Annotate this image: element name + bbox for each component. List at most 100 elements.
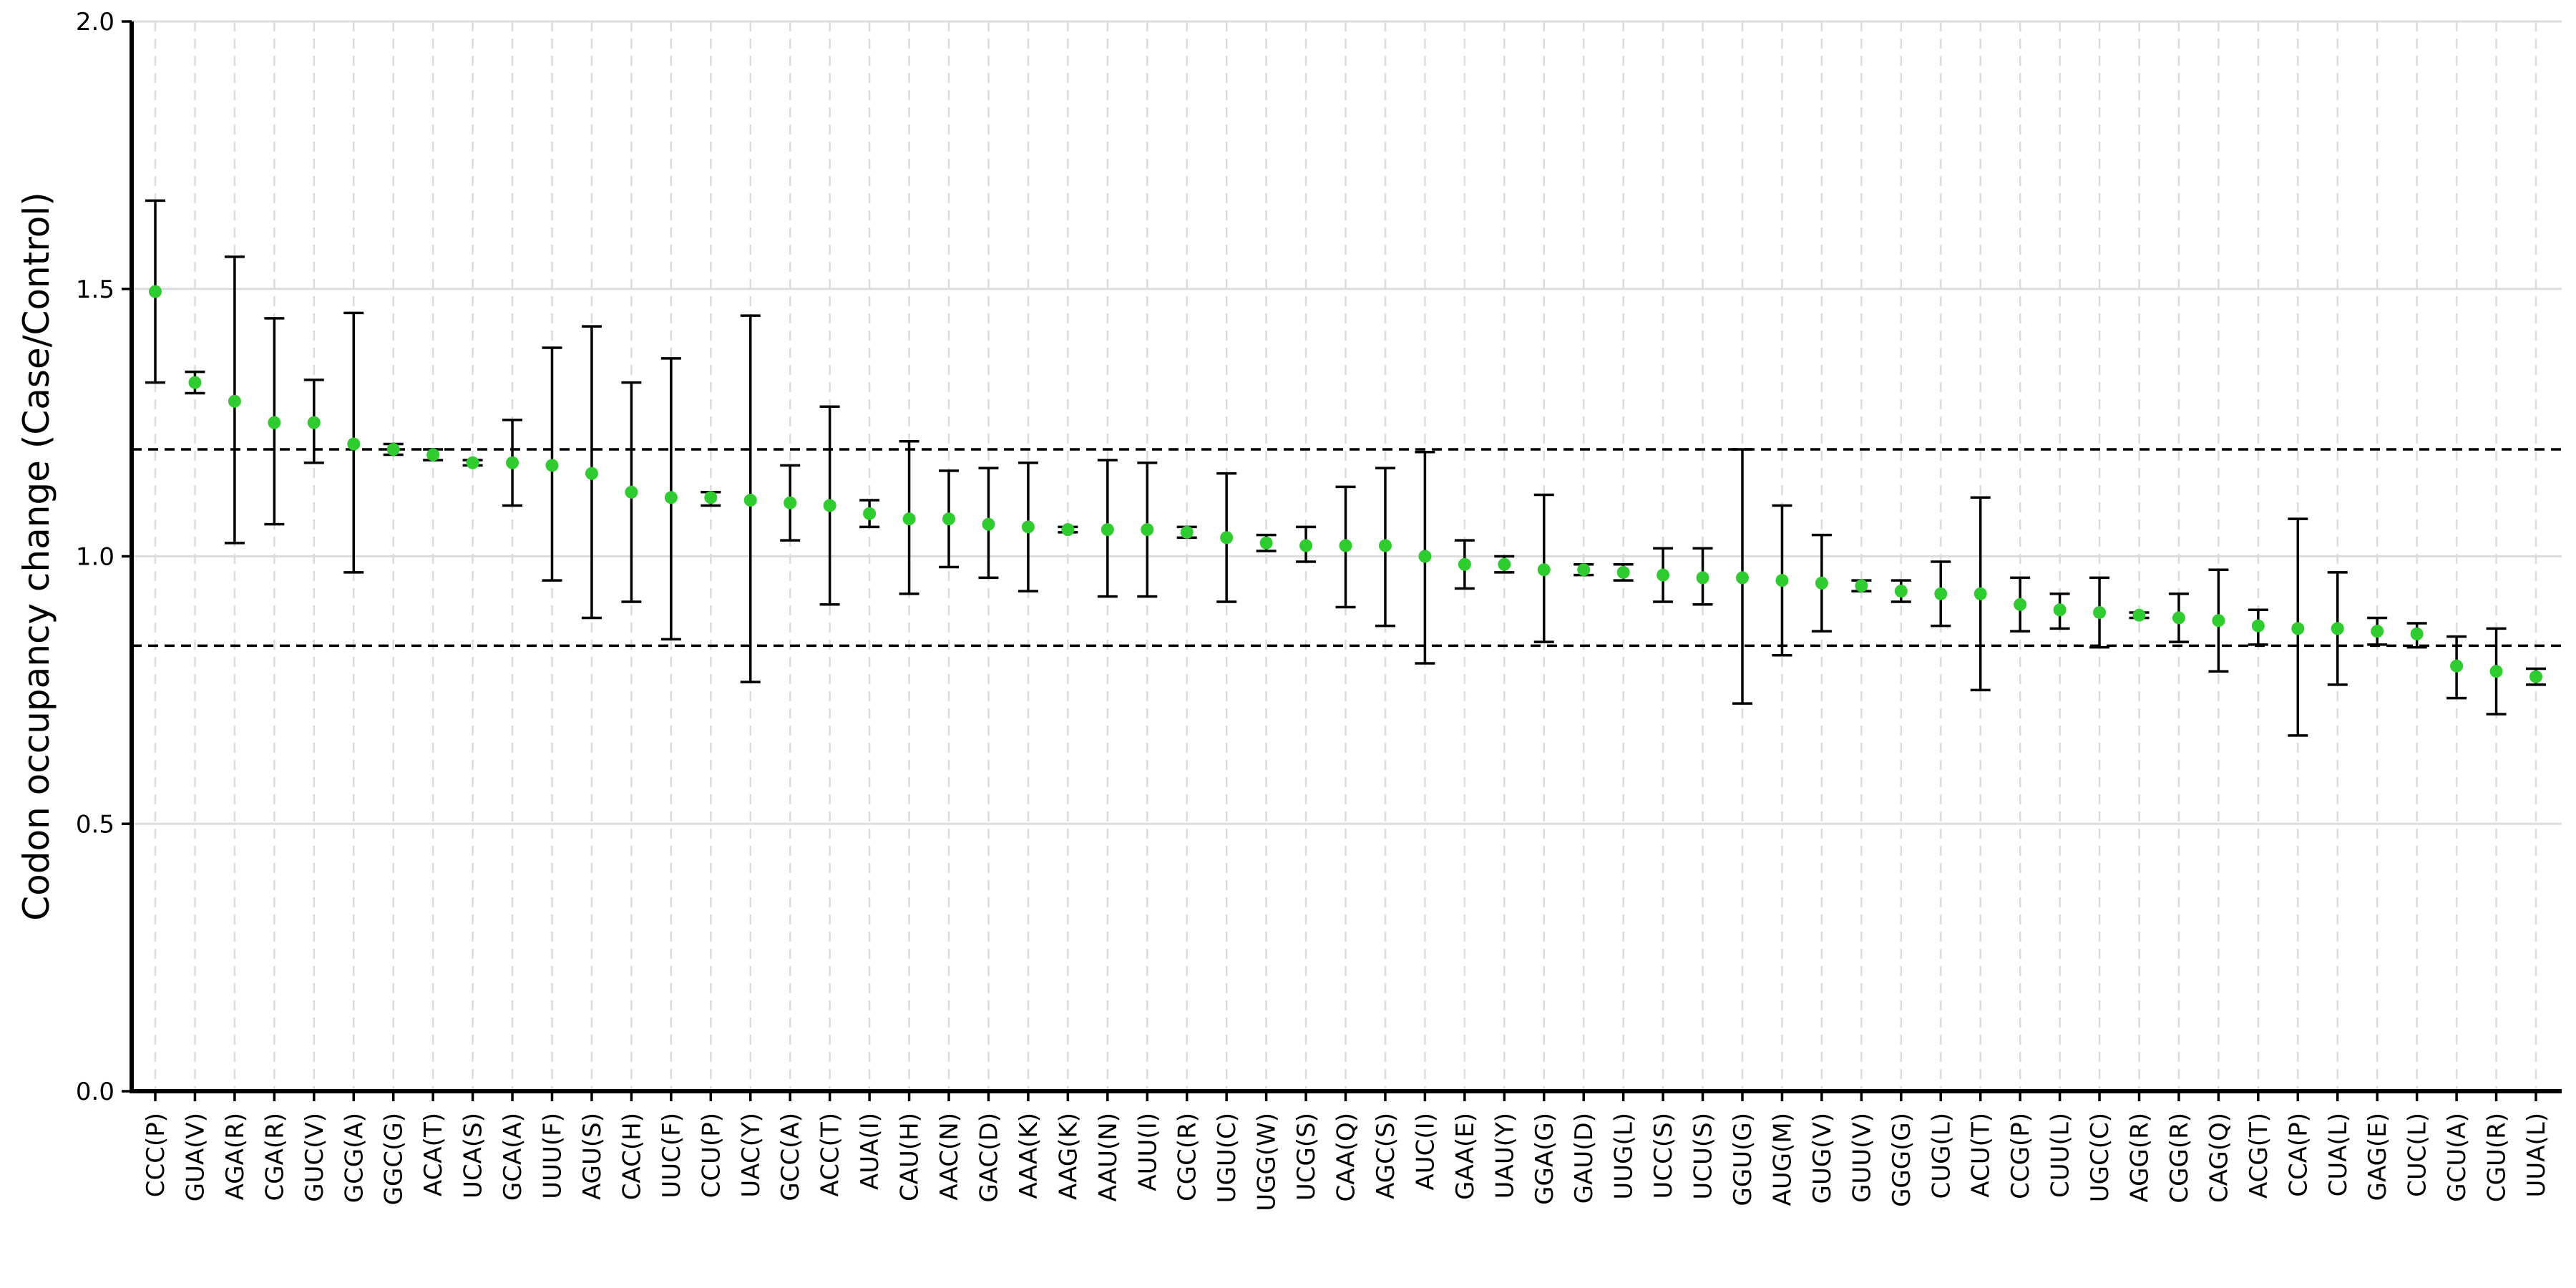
x-tick-label: GCU(A) <box>2443 1113 2472 1202</box>
data-point <box>228 394 241 408</box>
data-point <box>743 494 757 507</box>
x-tick-labels: CCC(P) GUA(V) AGA(R) CGA(R) GUC(V) GCG(A) GGC(… <box>142 1113 2551 1211</box>
x-tick-label: UGC(C) <box>2086 1113 2114 1202</box>
x-tick-label: UCU(S) <box>1689 1113 1718 1200</box>
threshold-lines <box>132 448 2562 648</box>
data-point <box>2291 622 2305 635</box>
x-tick-label: AAU(N) <box>1094 1113 1123 1201</box>
data-point <box>1220 531 1234 545</box>
data-point <box>2172 611 2185 625</box>
data-point <box>664 491 678 504</box>
x-tick-label: CCC(P) <box>142 1113 170 1197</box>
x-tick-label: CUG(L) <box>1927 1113 1956 1199</box>
data-point <box>1855 579 1868 592</box>
x-tick-label: UCC(S) <box>1649 1113 1678 1199</box>
data-point <box>625 485 638 499</box>
x-tick-label: AUC(I) <box>1411 1113 1440 1190</box>
x-tick-label: CAA(Q) <box>1332 1113 1361 1202</box>
x-tick-label: AAC(N) <box>935 1113 964 1201</box>
x-tick-label: GGC(G) <box>380 1113 409 1205</box>
x-tick-label: AGU(S) <box>578 1113 607 1200</box>
x-tick-label: CGU(R) <box>2483 1113 2512 1202</box>
data-point <box>784 496 797 509</box>
data-point <box>1299 539 1313 552</box>
data-point <box>506 456 519 469</box>
x-tick-label: CGC(R) <box>1174 1113 1202 1201</box>
data-point <box>188 376 202 389</box>
x-tick-label: GUG(V) <box>1808 1113 1837 1204</box>
data-point <box>2529 670 2542 683</box>
x-tick-label: UUC(F) <box>658 1113 686 1199</box>
x-tick-label: UAC(Y) <box>737 1113 766 1198</box>
x-tick-label: GCG(A) <box>340 1113 369 1203</box>
x-tick-label: CCA(P) <box>2284 1113 2313 1197</box>
data-point <box>466 456 479 469</box>
data-point <box>1736 571 1749 585</box>
data-point <box>2450 659 2464 673</box>
x-tick-label: AAG(K) <box>1054 1113 1083 1200</box>
y-axis-title: Codon occupancy change (Case/Control) <box>16 192 57 921</box>
x-tick-label: GUC(V) <box>301 1113 329 1202</box>
x-tick-label: UUG(L) <box>1610 1113 1639 1200</box>
x-tick-label: AAA(K) <box>1015 1113 1043 1199</box>
x-tick-label: UGG(W) <box>1253 1113 1282 1211</box>
x-tick-label: UUU(F) <box>539 1113 567 1199</box>
x-tick-label: CCG(P) <box>2006 1113 2035 1199</box>
x-tick-label: AUA(I) <box>856 1113 884 1190</box>
data-point <box>863 507 877 520</box>
y-tick-label: 0.5 <box>76 810 114 839</box>
y-tick-label: 2.0 <box>76 8 114 36</box>
data-point <box>1775 574 1789 587</box>
data-point <box>1657 568 1670 582</box>
x-tick-label: GAC(D) <box>975 1113 1003 1202</box>
data-point <box>1141 523 1154 537</box>
data-point <box>1061 523 1075 537</box>
x-tick-label: CUU(L) <box>2046 1113 2075 1198</box>
x-tick-label: AGC(S) <box>1372 1113 1400 1199</box>
data-point <box>1577 563 1591 577</box>
x-tick-label: GAA(E) <box>1451 1113 1480 1200</box>
data-point <box>1021 520 1035 534</box>
x-tick-label: CAC(H) <box>618 1113 646 1200</box>
data-point <box>902 512 916 526</box>
data-point <box>704 491 718 504</box>
x-tick-label: GAG(E) <box>2363 1113 2392 1201</box>
x-tick-label: CGA(R) <box>260 1113 289 1201</box>
data-point <box>1339 539 1352 552</box>
x-tick-label: GAU(D) <box>1570 1113 1599 1204</box>
data-point <box>2014 597 2027 611</box>
data-point <box>268 416 281 429</box>
y-tick-label: 1.0 <box>76 543 114 572</box>
data-point <box>982 517 995 531</box>
data-point <box>1616 565 1630 579</box>
data-point <box>2093 605 2107 619</box>
y-tick-labels: 0.0 0.5 1.0 1.5 2.0 <box>76 8 114 1106</box>
y-tick-label: 1.5 <box>76 275 114 304</box>
data-point <box>1696 571 1709 585</box>
x-tick-label: GGU(G) <box>1729 1113 1757 1206</box>
x-tick-label: CUA(L) <box>2324 1113 2353 1196</box>
x-tick-label: UCG(S) <box>1292 1113 1321 1201</box>
x-tick-label: UUA(L) <box>2522 1113 2551 1198</box>
x-tick-label: ACC(T) <box>816 1113 845 1196</box>
data-point <box>2489 665 2503 678</box>
x-tick-label: GUU(V) <box>1848 1113 1876 1203</box>
data-points <box>149 285 2542 683</box>
data-point <box>307 416 321 429</box>
data-point <box>2251 619 2265 633</box>
x-tick-label: ACA(T) <box>419 1113 448 1196</box>
data-point <box>1458 557 1471 571</box>
data-point <box>2410 627 2424 640</box>
x-tick-label: CAU(H) <box>896 1113 924 1201</box>
data-point <box>2331 622 2344 635</box>
data-point <box>545 459 559 472</box>
data-point <box>1815 576 1828 590</box>
data-point <box>1180 525 1194 539</box>
data-point <box>1894 585 1908 598</box>
x-tick-label: GUA(V) <box>181 1113 210 1201</box>
data-point <box>1418 550 1432 563</box>
data-point <box>2053 603 2067 617</box>
x-tick-label: GGG(G) <box>1888 1113 1916 1207</box>
axes <box>122 20 2562 1101</box>
x-tick-label: GCC(A) <box>776 1113 805 1201</box>
